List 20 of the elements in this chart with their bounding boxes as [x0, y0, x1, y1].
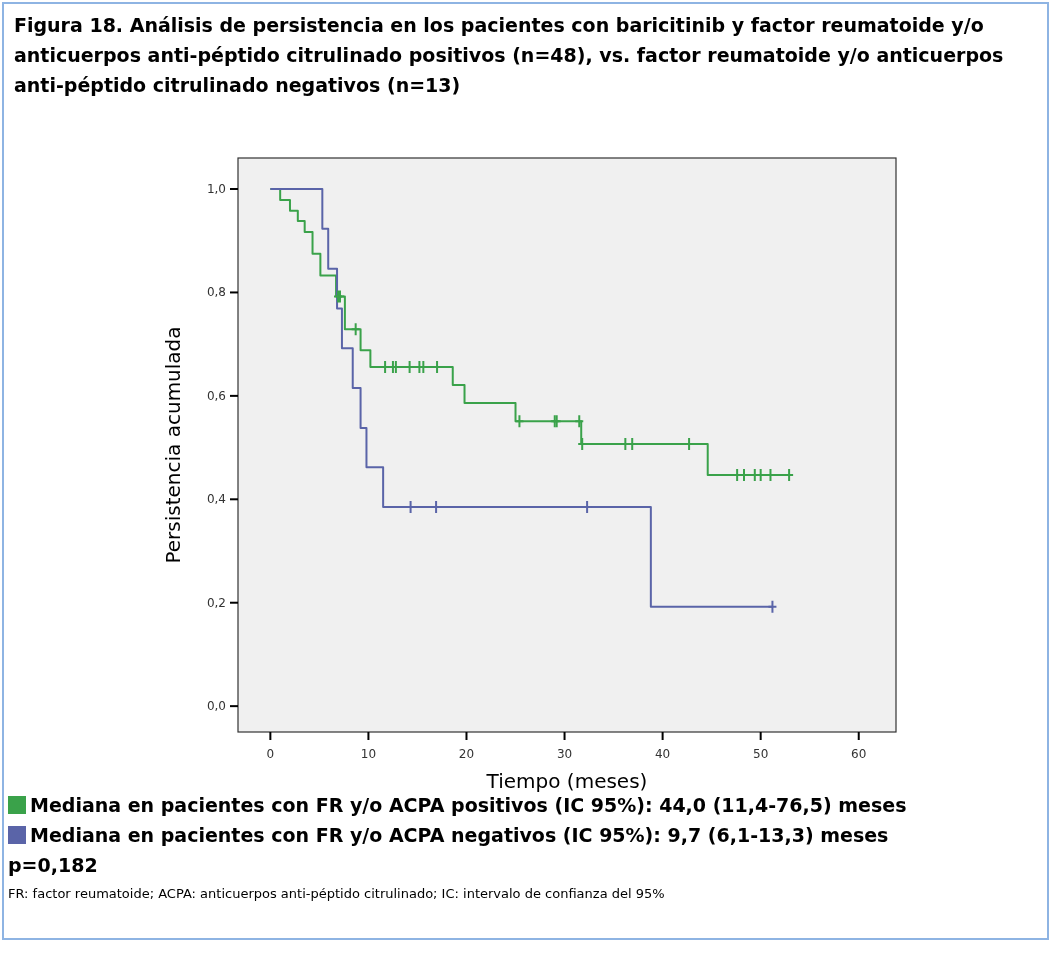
x-tick-label: 0: [266, 747, 275, 761]
text: FR: factor reumatoide; ACPA: anticuerpos anti-péptido citrulinado; IC: intervalo de confianza del 95%: [8, 886, 665, 901]
y-tick-label: 1,0: [206, 182, 226, 197]
legend-label: Mediana en pacientes con FR y/o ACPA negativos (IC 95%): 9,7 (6,1-13,3) meses: [30, 824, 889, 846]
text: p=0,182: [8, 854, 98, 876]
y-tick-label: 0,8: [206, 285, 226, 300]
y-tick-label: 0,2: [206, 595, 226, 610]
y-tick-label: 0,4: [206, 492, 226, 507]
x-tick-label: 10: [360, 747, 377, 761]
x-tick-label: 20: [458, 747, 475, 761]
x-tick-label: 30: [556, 747, 573, 761]
x-tick-label: 50: [753, 747, 769, 761]
x-tick-label: 60: [851, 747, 867, 761]
y-axis-title: Persistencia acumulada: [161, 326, 185, 564]
y-tick-label: 0,6: [206, 388, 226, 403]
x-axis-title: Tiempo (meses): [485, 769, 648, 793]
legend-label: Mediana en pacientes con FR y/o ACPA positivos (IC 95%): 44,0 (11,4-76,5) meses: [30, 794, 907, 816]
y-tick-label: 0,0: [206, 699, 226, 714]
chart-title: Figura 18. Análisis de persistencia en los pacientes con baricitinib y factor reumatoide y/o anticuerpos anti-péptido citrulinado positivos (n=48), vs. factor reumatoide y/o anticuerpos anti-péptido citrulinado negativos (n=13): [14, 14, 1004, 96]
x-tick-label: 40: [654, 747, 671, 761]
